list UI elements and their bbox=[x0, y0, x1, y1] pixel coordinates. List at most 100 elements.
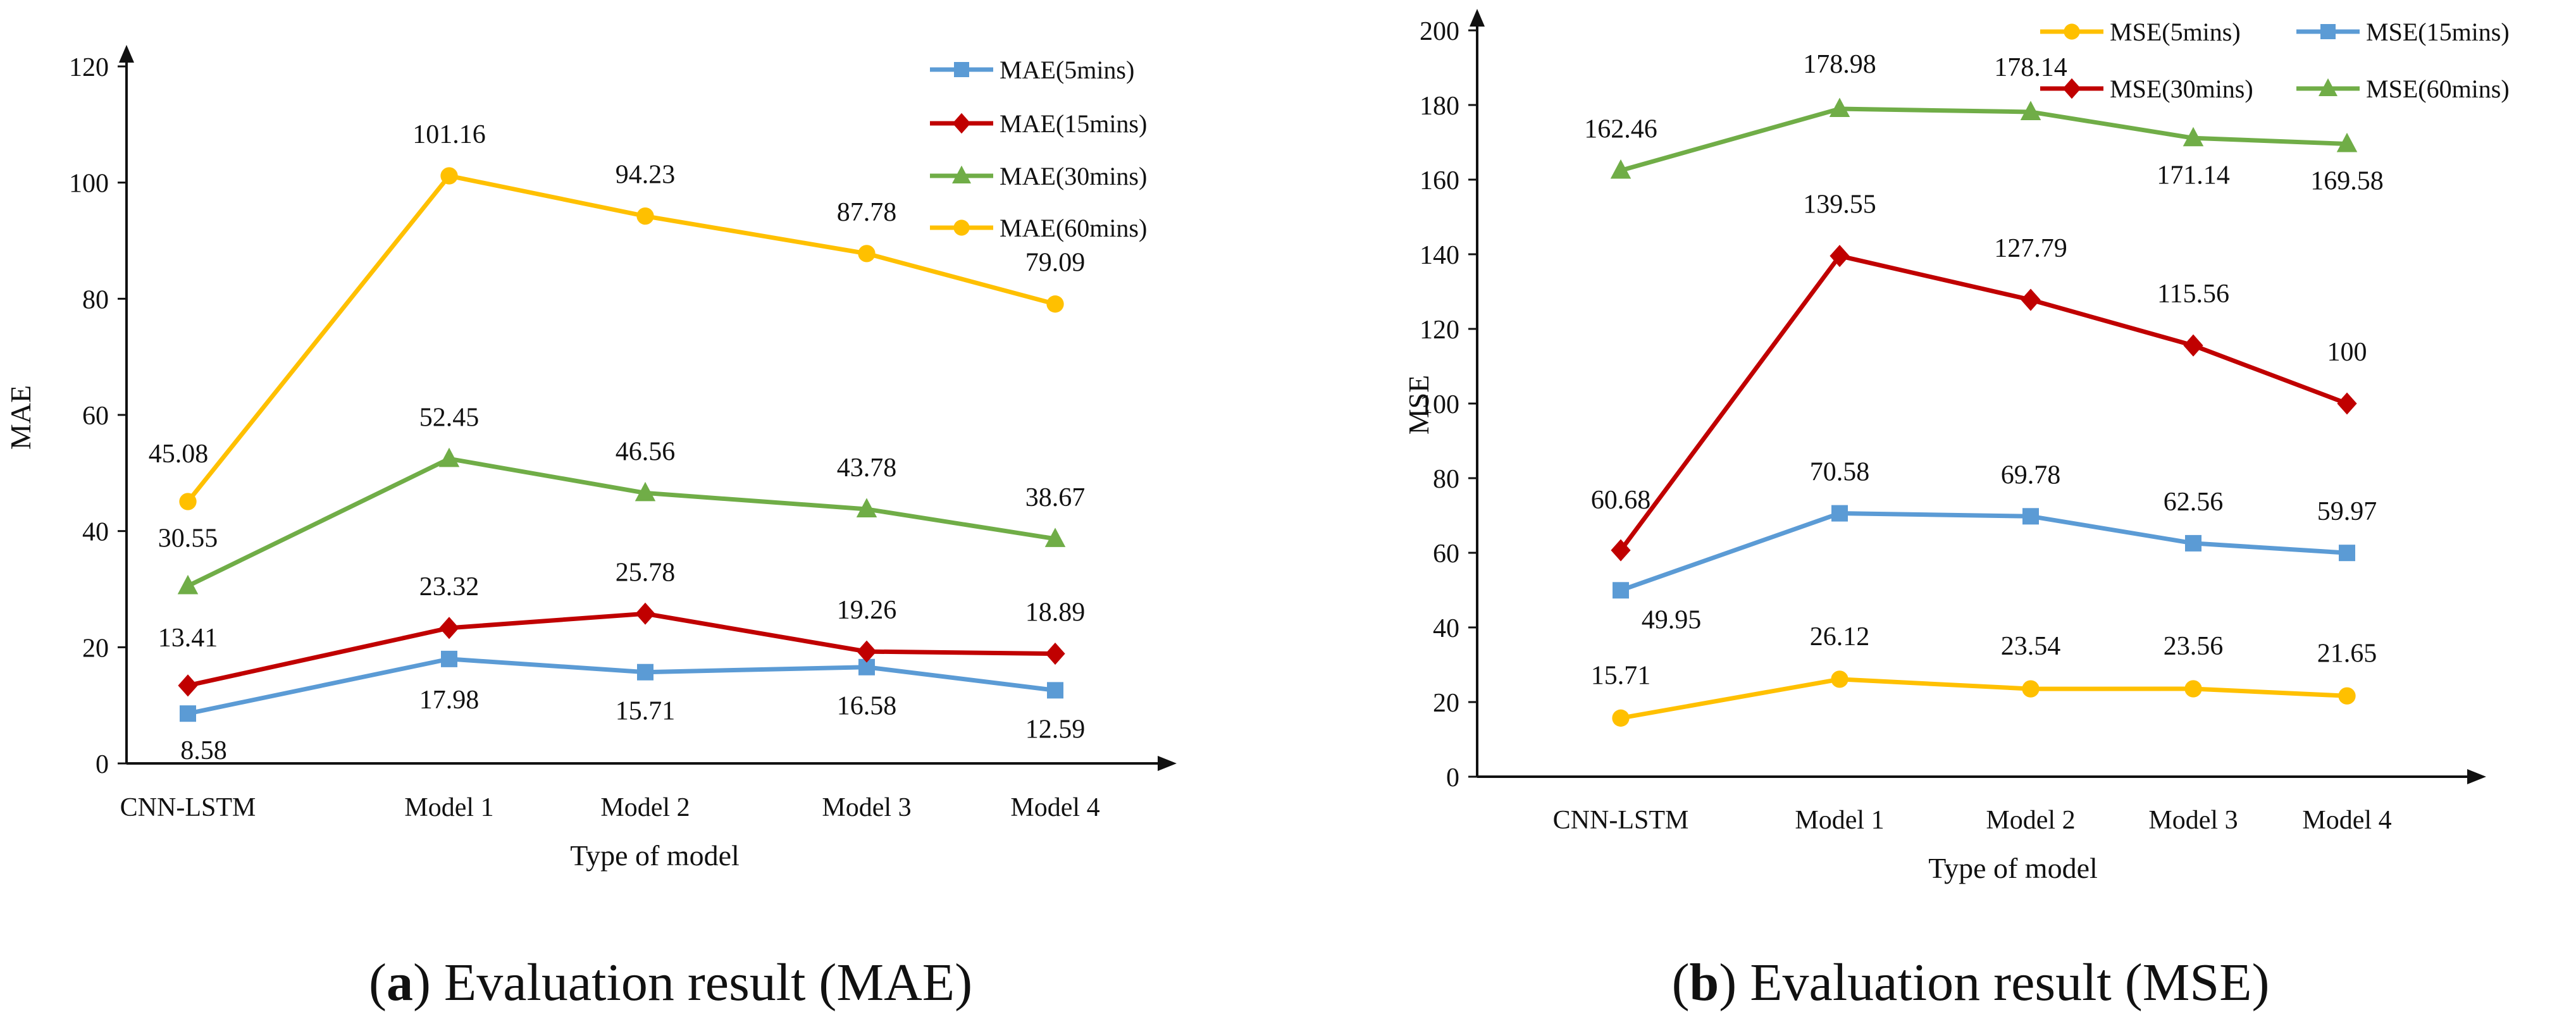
data-point bbox=[858, 245, 876, 262]
data-label: 115.56 bbox=[2157, 280, 2229, 309]
legend-label: MSE(15mins) bbox=[2366, 18, 2510, 46]
legend: MAE(5mins) MAE(15mins) MAE(30mins) MAE(60mi… bbox=[930, 56, 1147, 242]
y-tick-label: 80 bbox=[1433, 465, 1459, 494]
data-label: 94.23 bbox=[616, 161, 676, 190]
series-line bbox=[1619, 511, 2348, 593]
data-label: 178.14 bbox=[1994, 53, 2067, 82]
data-point bbox=[180, 705, 196, 722]
data-label: 79.09 bbox=[1025, 249, 1086, 278]
chart-mse: 0 20 40 60 80 100 120 140 160 180 200 CNN-LSTM Model… bbox=[1403, 9, 2510, 884]
data-label: 16.58 bbox=[837, 692, 897, 721]
data-point bbox=[2022, 680, 2040, 698]
data-point bbox=[1612, 709, 1630, 727]
legend-marker bbox=[953, 219, 970, 236]
data-point bbox=[635, 481, 656, 502]
x-axis-title: Type of model bbox=[1928, 852, 2098, 884]
legend-label: MAE(15mins) bbox=[1000, 109, 1147, 138]
x-tick-label: Model 3 bbox=[822, 793, 911, 822]
data-point bbox=[636, 207, 654, 225]
data-point bbox=[177, 574, 199, 595]
series-mse-15mins: 49.95 70.58 69.78 62.56 59.97 bbox=[1613, 458, 2377, 634]
x-axis-title: Type of model bbox=[570, 839, 740, 872]
x-axis-arrow-icon bbox=[1158, 756, 1177, 771]
series-line bbox=[1619, 254, 2348, 552]
data-point bbox=[2336, 132, 2358, 152]
y-tick-label: 120 bbox=[69, 53, 109, 82]
legend-label: MSE(60mins) bbox=[2366, 75, 2510, 103]
legend-label: MAE(30mins) bbox=[1000, 162, 1147, 190]
data-label: 62.56 bbox=[2164, 488, 2224, 517]
data-point bbox=[1613, 582, 1629, 599]
data-label: 127.79 bbox=[1994, 234, 2067, 263]
data-label: 18.89 bbox=[1025, 598, 1086, 627]
y-tick-label: 80 bbox=[82, 285, 109, 314]
data-point bbox=[1047, 682, 1063, 699]
data-label: 49.95 bbox=[1642, 605, 1702, 634]
data-label: 171.14 bbox=[2157, 161, 2230, 190]
caption-b: (b) Evaluation result (MSE) bbox=[1671, 953, 2270, 1012]
y-tick-label: 100 bbox=[69, 170, 109, 199]
legend-label: MSE(5mins) bbox=[2110, 18, 2241, 46]
data-point bbox=[635, 602, 655, 625]
data-point bbox=[440, 167, 458, 185]
series-line bbox=[1620, 106, 2348, 173]
data-label: 26.12 bbox=[1810, 622, 1870, 651]
y-axis-arrow-icon bbox=[119, 45, 134, 63]
series-mae-30mins: 30.55 52.45 46.56 43.78 38.67 bbox=[158, 403, 1086, 595]
data-point bbox=[1829, 97, 1850, 118]
data-point bbox=[1046, 295, 1064, 313]
series-mae-15mins: 13.41 23.32 25.78 19.26 18.89 bbox=[158, 558, 1086, 697]
data-label: 25.78 bbox=[616, 558, 676, 587]
data-label: 23.56 bbox=[2164, 632, 2224, 661]
data-point bbox=[1610, 159, 1632, 179]
data-point bbox=[2184, 680, 2202, 698]
data-point bbox=[2339, 545, 2355, 562]
x-tick-label: Model 4 bbox=[2302, 806, 2391, 835]
y-tick-label: 40 bbox=[82, 518, 109, 547]
data-label: 59.97 bbox=[2317, 497, 2377, 526]
x-tick-label: Model 1 bbox=[1795, 806, 1884, 835]
data-point bbox=[441, 650, 457, 667]
data-label: 87.78 bbox=[837, 198, 897, 227]
x-tick-label: Model 1 bbox=[404, 793, 493, 822]
data-point bbox=[1611, 539, 1631, 562]
y-axis-arrow-icon bbox=[1470, 9, 1485, 27]
y-tick-label: 0 bbox=[1446, 763, 1459, 793]
data-label: 12.59 bbox=[1025, 715, 1086, 744]
y-tick-label: 40 bbox=[1433, 614, 1459, 643]
y-tick-label: 200 bbox=[1420, 17, 1459, 46]
caption-a: (a) Evaluation result (MAE) bbox=[368, 953, 973, 1012]
data-point bbox=[1831, 670, 1848, 688]
series-mse-5mins: 15.71 26.12 23.54 23.56 21.65 bbox=[1591, 622, 2377, 727]
data-label: 23.32 bbox=[419, 572, 480, 601]
y-tick-label: 100 bbox=[1420, 390, 1459, 419]
y-tick-label: 20 bbox=[1433, 689, 1459, 718]
y-axis-title: MAE bbox=[4, 385, 37, 450]
data-label: 8.58 bbox=[180, 736, 227, 765]
series-mae-5mins: 8.58 17.98 15.71 16.58 12.59 bbox=[180, 650, 1086, 765]
data-label: 38.67 bbox=[1025, 483, 1086, 512]
data-label: 52.45 bbox=[419, 403, 480, 432]
x-tick-label: CNN-LSTM bbox=[120, 793, 256, 822]
data-point bbox=[2337, 392, 2357, 415]
x-axis-arrow-icon bbox=[2467, 769, 2486, 784]
legend: MSE(5mins) MSE(30mins) MSE(15mins) MSE(60mi… bbox=[2040, 18, 2510, 103]
series-mse-60mins: 162.46 178.98 178.14 171.14 169.58 bbox=[1584, 50, 2384, 195]
y-tick-label: 20 bbox=[82, 634, 109, 663]
data-point bbox=[438, 447, 460, 467]
y-tick-label: 60 bbox=[1433, 540, 1459, 569]
data-point bbox=[637, 663, 653, 681]
data-label: 46.56 bbox=[616, 437, 676, 466]
y-tick-label: 180 bbox=[1420, 92, 1459, 121]
data-label: 43.78 bbox=[837, 453, 897, 483]
data-point bbox=[857, 640, 877, 663]
data-label: 21.65 bbox=[2317, 639, 2377, 668]
y-axis-title: MSE bbox=[1403, 375, 1435, 435]
series-line bbox=[1620, 677, 2348, 720]
data-label: 101.16 bbox=[412, 120, 486, 149]
legend-marker bbox=[952, 165, 971, 183]
x-tick-label: Model 2 bbox=[1986, 806, 2075, 835]
legend-marker bbox=[2064, 23, 2080, 40]
data-point bbox=[179, 493, 197, 510]
data-point bbox=[1830, 245, 1850, 268]
